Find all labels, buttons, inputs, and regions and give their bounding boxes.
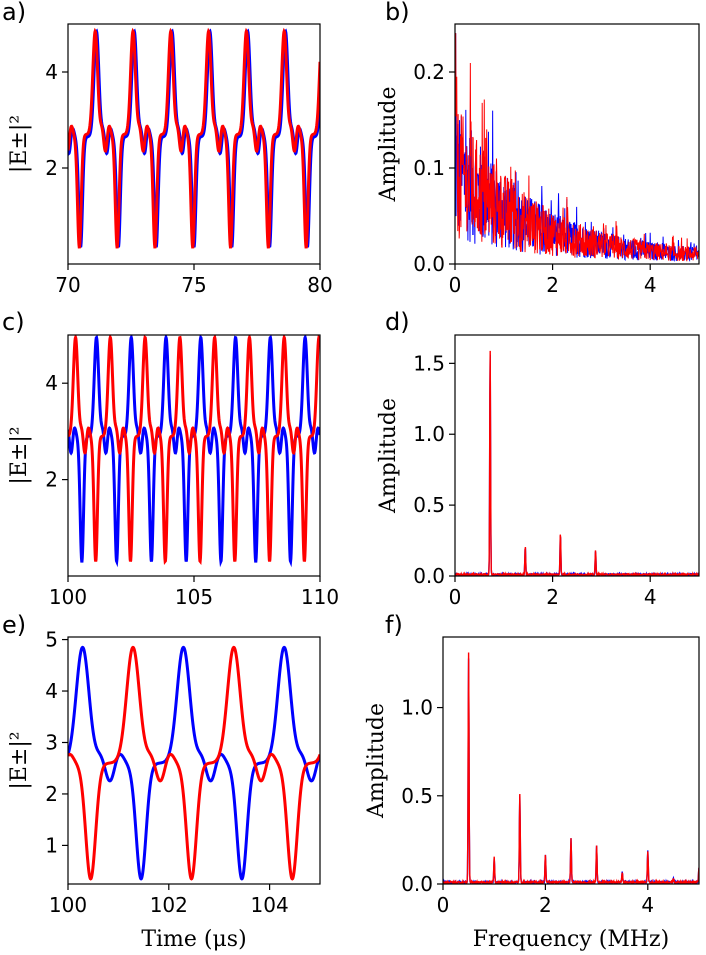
x-tick-label: 80 [307, 273, 332, 297]
x-axis-label: Frequency (MHz) [473, 927, 669, 952]
series-E- [455, 350, 699, 576]
y-tick-label: 1.0 [413, 422, 445, 446]
x-tick-label: 0 [449, 273, 462, 297]
y-axis-label: |E±|² [7, 426, 32, 484]
x-tick-label: 4 [644, 585, 657, 609]
x-tick-label: 2 [546, 273, 559, 297]
x-tick-label: 0 [449, 585, 462, 609]
x-tick-label: 4 [641, 893, 654, 917]
panel-d: 0 2 4 0.0 0.5 1.0 1.5d) Amplitude [376, 308, 700, 609]
y-tick-label: 2 [45, 156, 58, 180]
y-axis-label: Amplitude [364, 703, 389, 819]
panel-c: 100 105 110 2 4 c) |E±|² [2, 308, 339, 609]
y-tick-label: 2 [45, 468, 58, 492]
y-tick-label: 3 [45, 730, 58, 754]
y-tick-label: 0.5 [401, 784, 433, 808]
panel-label: b) [385, 0, 410, 26]
x-axis-label: Time (μs) [141, 927, 246, 952]
x-tick-label: 110 [301, 585, 339, 609]
y-tick-label: 1.5 [413, 351, 445, 375]
y-tick-label: 0.0 [413, 564, 445, 588]
y-tick-label: 4 [45, 60, 58, 84]
y-axis-label: Amplitude [376, 398, 401, 514]
series-E+ [455, 33, 699, 262]
x-tick-label: 2 [539, 893, 552, 917]
x-tick-label: 4 [644, 273, 657, 297]
y-tick-label: 0.1 [413, 156, 445, 180]
y-tick-label: 0.5 [413, 493, 445, 517]
axes-frame [454, 23, 700, 265]
y-tick-label: 1 [45, 833, 58, 857]
y-axis-label: Amplitude [376, 86, 401, 202]
y-axis-label: |E±|² [7, 115, 32, 173]
panel-a: 70 75 80 2 4 a) |E±|² [2, 0, 333, 297]
plot-area [68, 335, 320, 568]
plot-area [68, 27, 320, 249]
x-tick-label: 105 [175, 585, 213, 609]
series-E- [68, 335, 320, 566]
axes-frame [442, 636, 700, 885]
series-E- [443, 652, 699, 884]
panel-label: f) [385, 611, 403, 639]
panel-b: 0 2 4 0.0 0.1 0.2 b) Amplitude [376, 0, 700, 297]
axes-frame [454, 334, 700, 577]
x-tick-label: 2 [546, 585, 559, 609]
x-tick-label: 75 [181, 273, 206, 297]
plot-area [443, 652, 699, 884]
y-tick-label: 2 [45, 782, 58, 806]
x-tick-label: 102 [150, 893, 188, 917]
y-tick-label: 5 [45, 628, 58, 652]
y-tick-label: 4 [45, 371, 58, 395]
panel-label: a) [2, 0, 26, 26]
panel-label: c) [2, 308, 25, 336]
x-tick-label: 100 [49, 585, 87, 609]
plot-area [455, 350, 699, 576]
x-tick-label: 100 [49, 893, 87, 917]
y-axis-label: |E±|² [7, 731, 32, 789]
panel-e: 100 102 104 1 2 3 4 5 e) |E±|² Time (μs) [2, 611, 321, 952]
plot-area [68, 645, 320, 881]
y-tick-label: 1.0 [401, 696, 433, 720]
axes-frame [67, 636, 321, 885]
y-tick-label: 0.2 [413, 60, 445, 84]
panel-label: d) [385, 308, 410, 336]
series-E- [68, 645, 320, 881]
panel-f: 0 2 4 0.0 0.5 1.0 f) Amplitude Frequency (MHz) [364, 611, 700, 952]
plot-area [455, 33, 699, 262]
series-E- [455, 33, 699, 262]
series-E+ [68, 645, 320, 881]
y-tick-label: 0.0 [413, 252, 445, 276]
y-tick-label: 4 [45, 679, 58, 703]
x-tick-label: 104 [251, 893, 289, 917]
series-E- [68, 27, 320, 249]
panel-label: e) [2, 611, 26, 639]
y-tick-label: 0.0 [401, 872, 433, 896]
x-tick-label: 70 [55, 273, 80, 297]
x-tick-label: 0 [437, 893, 450, 917]
